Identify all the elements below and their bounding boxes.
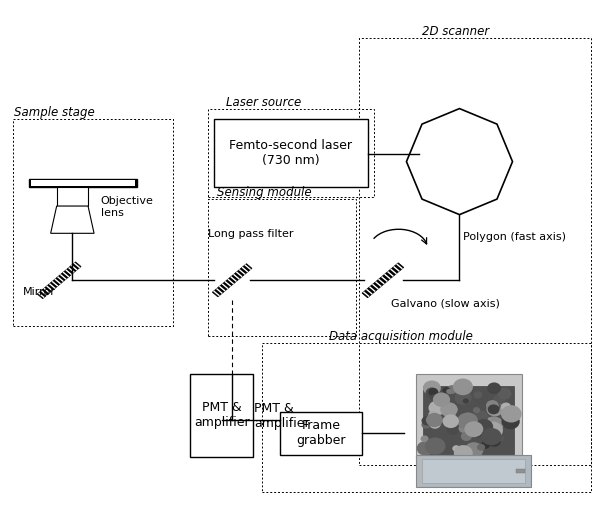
Bar xyxy=(13,119,173,326)
Polygon shape xyxy=(51,206,94,233)
Circle shape xyxy=(423,380,441,395)
Circle shape xyxy=(473,407,480,413)
Circle shape xyxy=(482,422,503,439)
Circle shape xyxy=(452,445,460,452)
Circle shape xyxy=(475,419,493,435)
Bar xyxy=(29,179,137,187)
Circle shape xyxy=(431,418,440,426)
Circle shape xyxy=(461,432,472,441)
Text: 2D scanner: 2D scanner xyxy=(422,25,490,38)
Circle shape xyxy=(425,437,446,454)
Circle shape xyxy=(446,424,459,435)
Text: Polygon (fast axis): Polygon (fast axis) xyxy=(463,232,566,242)
Circle shape xyxy=(417,441,434,456)
Circle shape xyxy=(463,398,469,403)
Bar xyxy=(416,454,531,487)
Bar xyxy=(208,109,374,197)
Circle shape xyxy=(469,424,484,437)
Text: PMT &
amplifier: PMT & amplifier xyxy=(194,401,250,429)
Polygon shape xyxy=(212,264,252,297)
Text: Galvano (slow axis): Galvano (slow axis) xyxy=(391,299,500,309)
Circle shape xyxy=(426,387,438,398)
Circle shape xyxy=(426,413,443,427)
Bar xyxy=(359,38,591,465)
Text: Long pass filter: Long pass filter xyxy=(208,229,294,239)
Circle shape xyxy=(501,405,522,423)
Circle shape xyxy=(487,436,501,447)
Circle shape xyxy=(443,414,459,428)
Circle shape xyxy=(447,385,458,394)
Bar xyxy=(459,462,478,472)
Circle shape xyxy=(453,378,473,395)
Circle shape xyxy=(443,387,451,394)
Circle shape xyxy=(487,402,504,416)
Text: Data acquisition module: Data acquisition module xyxy=(329,330,473,343)
Text: Objective
lens: Objective lens xyxy=(101,196,154,218)
Circle shape xyxy=(481,428,502,445)
Circle shape xyxy=(474,411,488,423)
Polygon shape xyxy=(37,262,81,298)
Bar xyxy=(214,119,368,187)
Bar xyxy=(262,343,591,492)
Bar xyxy=(516,469,525,473)
Bar xyxy=(416,374,522,462)
Bar xyxy=(31,180,135,186)
Circle shape xyxy=(428,411,437,418)
Circle shape xyxy=(432,414,440,420)
Circle shape xyxy=(488,400,500,411)
Circle shape xyxy=(446,389,453,394)
Circle shape xyxy=(421,421,431,429)
Bar xyxy=(280,412,362,454)
Text: Frame
grabber: Frame grabber xyxy=(296,419,346,447)
Circle shape xyxy=(434,417,442,424)
Circle shape xyxy=(421,416,433,426)
Circle shape xyxy=(475,393,488,404)
Circle shape xyxy=(473,391,482,398)
Circle shape xyxy=(464,421,484,437)
Bar xyxy=(422,459,525,483)
Circle shape xyxy=(493,394,505,405)
Bar xyxy=(423,386,514,454)
Circle shape xyxy=(429,419,441,429)
Circle shape xyxy=(431,394,439,401)
Circle shape xyxy=(420,435,429,442)
Circle shape xyxy=(461,412,469,419)
Text: PMT &
amplifier: PMT & amplifier xyxy=(254,401,310,430)
Circle shape xyxy=(486,400,499,411)
Bar xyxy=(190,374,253,457)
Circle shape xyxy=(443,403,458,416)
Circle shape xyxy=(428,388,438,396)
Text: Sensing module: Sensing module xyxy=(217,186,312,199)
Polygon shape xyxy=(362,263,404,298)
Bar xyxy=(57,187,88,206)
Circle shape xyxy=(484,417,504,433)
Circle shape xyxy=(455,390,472,405)
Circle shape xyxy=(477,444,485,451)
Circle shape xyxy=(447,412,455,419)
Circle shape xyxy=(502,414,520,429)
Text: Mirror: Mirror xyxy=(23,287,56,297)
Circle shape xyxy=(458,424,469,433)
Circle shape xyxy=(497,436,505,441)
Circle shape xyxy=(440,402,458,417)
Bar xyxy=(440,472,498,478)
Circle shape xyxy=(429,400,446,415)
Circle shape xyxy=(488,405,499,415)
Circle shape xyxy=(481,441,490,449)
Text: Sample stage: Sample stage xyxy=(14,106,95,119)
Circle shape xyxy=(501,402,511,411)
Text: Laser source: Laser source xyxy=(226,95,302,109)
Circle shape xyxy=(477,416,491,429)
Circle shape xyxy=(464,442,484,458)
Circle shape xyxy=(433,392,450,407)
Circle shape xyxy=(454,445,473,461)
Circle shape xyxy=(457,413,478,430)
Circle shape xyxy=(487,382,501,394)
Bar xyxy=(208,199,356,336)
Text: Femto-second laser
(730 nm): Femto-second laser (730 nm) xyxy=(230,139,352,167)
Circle shape xyxy=(497,388,511,399)
